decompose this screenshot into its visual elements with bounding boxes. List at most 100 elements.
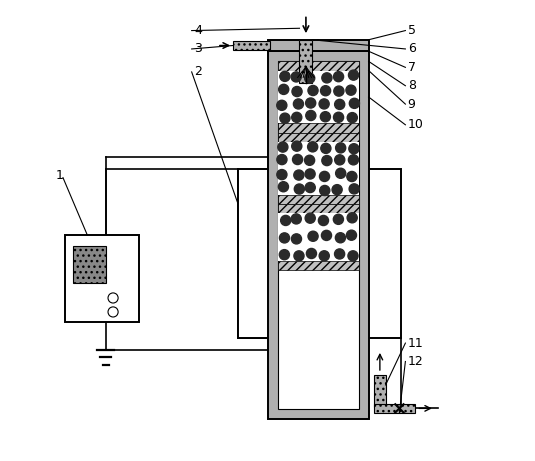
Circle shape — [305, 213, 315, 223]
Circle shape — [294, 184, 304, 194]
Circle shape — [333, 71, 343, 82]
Bar — [65, 235, 139, 322]
Circle shape — [305, 183, 315, 193]
Circle shape — [280, 113, 290, 123]
Circle shape — [346, 230, 356, 240]
Text: 5: 5 — [408, 24, 416, 37]
Text: 12: 12 — [408, 355, 423, 368]
Circle shape — [332, 185, 342, 195]
Circle shape — [347, 112, 357, 123]
Bar — [374, 375, 386, 408]
Bar — [278, 124, 358, 133]
Circle shape — [279, 84, 289, 95]
Circle shape — [294, 170, 304, 180]
Circle shape — [293, 154, 303, 165]
Circle shape — [320, 112, 331, 122]
Circle shape — [334, 86, 344, 96]
Circle shape — [306, 111, 316, 121]
Bar — [300, 40, 312, 83]
Circle shape — [304, 155, 315, 165]
Circle shape — [318, 215, 328, 225]
Circle shape — [334, 249, 345, 259]
Circle shape — [279, 249, 289, 260]
Circle shape — [333, 214, 343, 225]
Circle shape — [320, 185, 330, 195]
Bar — [278, 213, 358, 261]
Circle shape — [322, 230, 332, 241]
Circle shape — [349, 184, 359, 194]
Circle shape — [292, 112, 302, 123]
Bar — [278, 142, 358, 195]
Bar — [278, 195, 358, 204]
Circle shape — [319, 99, 329, 109]
Circle shape — [349, 98, 360, 108]
Circle shape — [347, 171, 357, 182]
Circle shape — [322, 73, 332, 83]
Circle shape — [277, 100, 287, 110]
Circle shape — [305, 169, 315, 179]
Bar — [238, 169, 401, 338]
Circle shape — [292, 234, 302, 244]
Bar — [268, 51, 369, 419]
Bar — [278, 61, 358, 409]
Circle shape — [277, 170, 287, 180]
Circle shape — [292, 87, 302, 97]
Circle shape — [335, 233, 346, 243]
Text: 1: 1 — [56, 169, 64, 182]
Text: 2: 2 — [194, 65, 202, 78]
Circle shape — [319, 251, 329, 261]
Circle shape — [308, 85, 318, 95]
Circle shape — [348, 251, 358, 261]
Circle shape — [281, 215, 291, 225]
Circle shape — [335, 155, 345, 165]
Circle shape — [279, 233, 289, 243]
Circle shape — [108, 293, 118, 303]
Circle shape — [293, 99, 303, 109]
Bar — [268, 40, 369, 51]
Text: 9: 9 — [408, 98, 416, 111]
Bar — [374, 404, 416, 413]
Circle shape — [346, 85, 356, 95]
Circle shape — [280, 71, 290, 82]
Text: 3: 3 — [194, 42, 202, 55]
Circle shape — [294, 251, 304, 261]
Text: 7: 7 — [408, 61, 416, 74]
Circle shape — [277, 154, 287, 165]
Text: 11: 11 — [408, 337, 423, 349]
Circle shape — [335, 168, 346, 178]
Circle shape — [320, 86, 331, 96]
Bar — [278, 71, 358, 124]
Text: 8: 8 — [408, 79, 416, 92]
Circle shape — [304, 73, 315, 83]
Bar — [278, 261, 358, 271]
Bar — [278, 204, 358, 213]
Bar — [278, 61, 358, 71]
Circle shape — [291, 72, 301, 82]
Bar — [233, 41, 270, 50]
Circle shape — [348, 155, 358, 165]
Circle shape — [308, 231, 318, 241]
Circle shape — [349, 144, 359, 154]
Circle shape — [335, 143, 346, 153]
Circle shape — [278, 182, 288, 192]
Circle shape — [334, 99, 345, 109]
Circle shape — [291, 214, 301, 224]
Text: 6: 6 — [408, 42, 416, 55]
Bar — [299, 40, 314, 51]
Circle shape — [347, 213, 357, 223]
Circle shape — [108, 307, 118, 317]
Circle shape — [322, 155, 332, 165]
Bar — [73, 247, 106, 283]
Circle shape — [333, 112, 343, 122]
Circle shape — [305, 98, 316, 108]
Circle shape — [308, 142, 318, 152]
Circle shape — [292, 141, 302, 151]
Text: 4: 4 — [194, 24, 202, 37]
Circle shape — [307, 248, 317, 259]
Circle shape — [348, 70, 358, 80]
Circle shape — [278, 142, 288, 152]
Circle shape — [319, 171, 330, 182]
Text: 10: 10 — [408, 118, 424, 131]
Circle shape — [321, 143, 331, 154]
Bar — [278, 133, 358, 142]
